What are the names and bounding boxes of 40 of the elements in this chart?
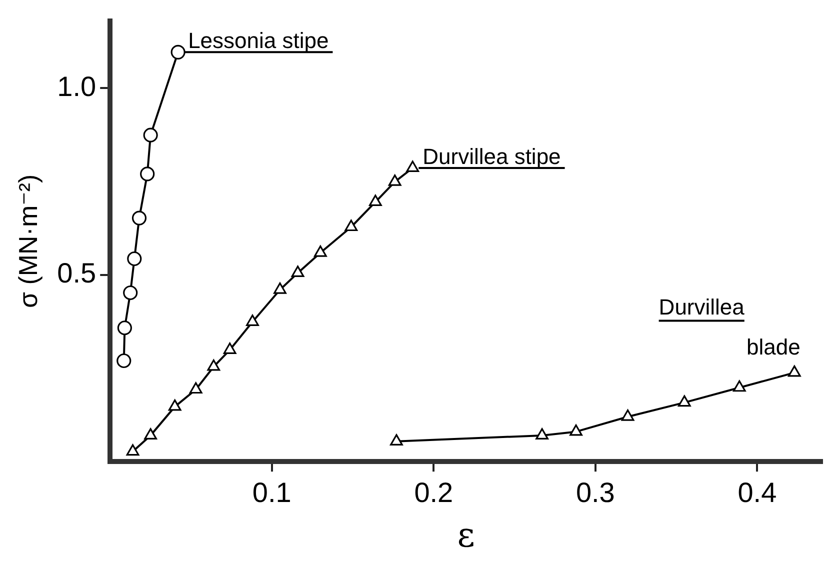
series-label: Durvillea stipe: [422, 144, 561, 169]
point: [536, 428, 548, 440]
point: [406, 160, 420, 172]
point: [732, 380, 746, 392]
point: [223, 342, 236, 354]
point: [127, 251, 142, 266]
point: [678, 395, 691, 407]
y-axis-title: σ (MN·m⁻²): [12, 174, 43, 308]
point: [570, 424, 582, 436]
series-label: Durvillea blade: [658, 294, 800, 360]
point: [368, 194, 382, 206]
point: [140, 166, 155, 182]
point: [207, 359, 220, 371]
point: [344, 220, 358, 232]
point: [189, 382, 202, 394]
point: [126, 444, 140, 456]
x-tick-label: 0.2: [414, 477, 454, 508]
x-axis-title: ε: [457, 515, 475, 556]
point: [123, 285, 138, 300]
point: [388, 174, 402, 186]
point: [788, 365, 801, 377]
point: [144, 428, 157, 440]
point: [390, 434, 403, 446]
x-tick-label: 0.1: [252, 477, 292, 508]
point: [274, 282, 286, 294]
point: [116, 353, 132, 368]
x-tick-label: 0.3: [576, 477, 615, 508]
series-label: Lessonia stipe: [188, 28, 329, 54]
point: [170, 44, 186, 60]
point: [621, 409, 634, 421]
point: [132, 210, 147, 226]
x-tick-label: 0.4: [738, 477, 777, 508]
point: [117, 320, 132, 336]
y-tick-label: 1.0: [57, 70, 96, 102]
point: [168, 399, 182, 411]
point: [314, 245, 327, 257]
point: [246, 314, 259, 326]
point: [143, 128, 158, 142]
y-tick-label: 0.5: [57, 258, 96, 289]
point: [291, 266, 304, 278]
